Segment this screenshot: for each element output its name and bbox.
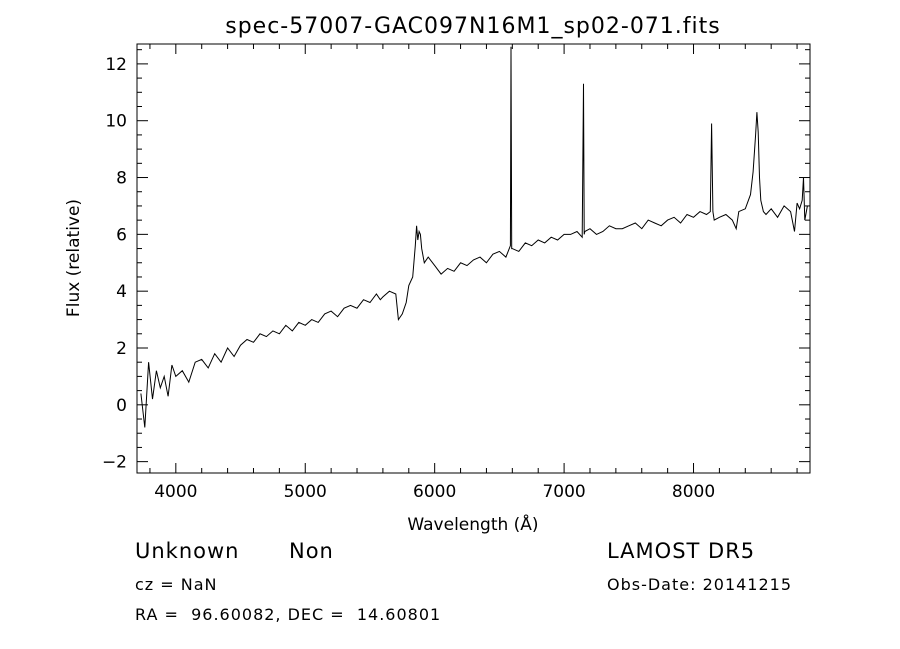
- y-tick-label: 6: [116, 225, 127, 245]
- axis-ticks: [137, 44, 810, 473]
- coordinates: RA = 96.60082, DEC = 14.60801: [135, 605, 442, 624]
- axis-tick-labels: 4000 5000 6000 7000 8000 −2 0 2 4 6 8 10 12: [102, 55, 715, 502]
- redshift-cz: cz = NaN: [135, 575, 218, 594]
- object-class: Non: [289, 539, 334, 563]
- x-tick-label: 7000: [542, 482, 585, 502]
- plot-frame: [136, 43, 811, 474]
- chart-title: spec-57007-GAC097N16M1_sp02-071.fits: [225, 14, 721, 39]
- spectrum-chart: 4000 5000 6000 7000 8000 −2 0 2 4 6 8 10 12 spec-570…: [64, 14, 811, 535]
- x-axis-label: Wavelength (Å): [407, 513, 538, 535]
- y-tick-label: 8: [116, 169, 127, 189]
- observation-date: Obs-Date: 20141215: [607, 575, 793, 594]
- x-tick-label: 6000: [413, 482, 456, 502]
- object-name: Unknown: [135, 539, 240, 563]
- y-tick-label: 4: [116, 282, 127, 302]
- survey-name: LAMOST DR5: [607, 539, 756, 563]
- y-tick-label: 10: [105, 112, 127, 132]
- x-tick-label: 8000: [672, 482, 715, 502]
- y-axis-label: Flux (relative): [64, 199, 84, 317]
- y-tick-label: 2: [116, 339, 127, 359]
- y-tick-label: −2: [102, 453, 127, 473]
- y-tick-label: 0: [116, 396, 127, 416]
- x-tick-label: 5000: [284, 482, 327, 502]
- x-tick-label: 4000: [154, 482, 197, 502]
- spectrum-line: [140, 46, 808, 428]
- y-tick-label: 12: [105, 55, 127, 75]
